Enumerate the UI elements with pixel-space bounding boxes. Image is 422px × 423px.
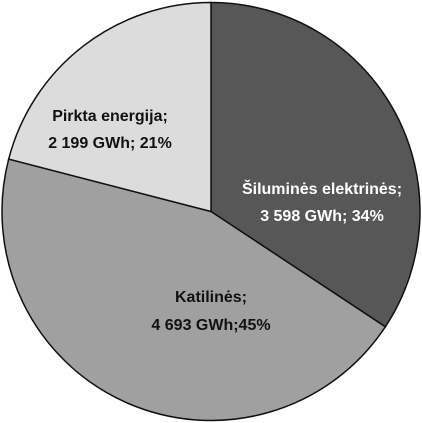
slice-label: Pirkta energija; — [52, 108, 168, 125]
value-label: 2 199 GWh; 21% — [48, 135, 172, 152]
slice-label: Šiluminės elektrinės; — [242, 179, 402, 198]
value-label: 3 598 GWh; 34% — [260, 208, 384, 225]
pie-slice — [7, 1, 212, 213]
value-label: 4 693 GWh;45% — [151, 317, 270, 334]
slice-label: Katilinės; — [175, 289, 247, 306]
pie-slice — [1, 158, 387, 422]
